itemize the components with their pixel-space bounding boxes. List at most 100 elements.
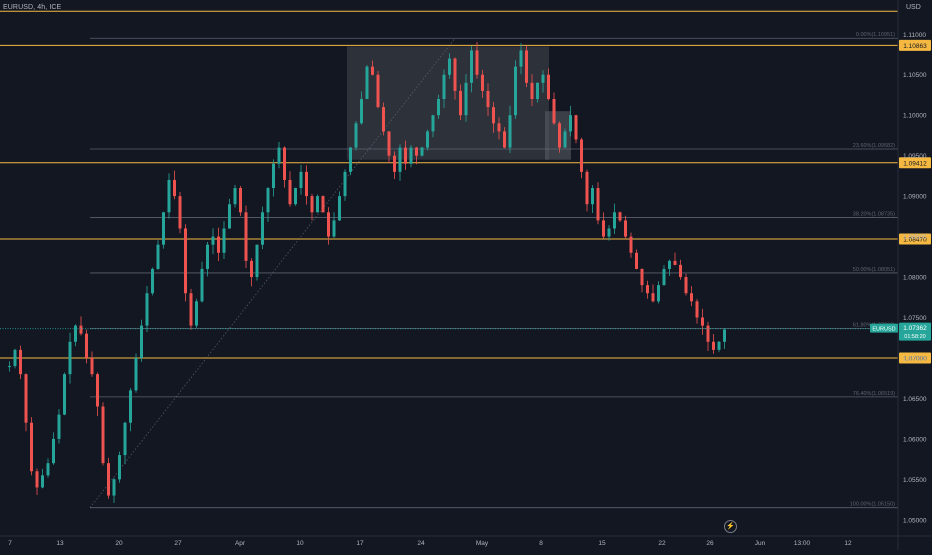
candle-down [387,131,391,156]
price-tick-label: 1.05000 [903,517,927,524]
candle-down [497,123,501,132]
fibonacci-retracement[interactable]: 0.00%(1.10951) 23.60%(1.09582) 38.20%(1.08… [89,32,898,509]
current-price-tag [899,322,931,341]
price-tick-label: 1.08500 [903,234,927,241]
candle-down [459,90,462,116]
candle-down [85,333,88,358]
candle-up [508,115,512,148]
price-tick-label: 1.09500 [903,153,927,160]
level-price-label: 1.09412 [903,160,927,167]
symbol-title: EURUSD, 4h, ICE [3,4,62,11]
currency-label: USD [906,4,921,11]
price-tick-label: 1.05500 [903,477,927,484]
level-price-tag [899,39,931,51]
time-tick-label: 27 [174,540,182,547]
price-tick-label: 1.07000 [903,355,927,362]
candle-up [68,341,72,375]
fib-level-label: 38.20%(1.08735) [853,212,895,218]
candle-down [244,212,248,261]
price-tick-label: 1.10500 [903,72,927,79]
candle-up [365,66,369,100]
candle-down [679,264,682,278]
candle-up [398,147,402,172]
candle-up [277,147,281,164]
symbol-tag-label: EURUSD [872,327,895,333]
candle-up [343,171,347,197]
candle-down [90,357,94,375]
candle-down [552,99,556,124]
candle-down [701,317,704,326]
candle-up [668,260,671,269]
candle-down [173,179,176,197]
fib-trend-line[interactable] [89,37,456,508]
level-price-label: 1.07000 [903,355,927,362]
candle-up [662,268,666,286]
candle-down [107,463,110,496]
level-price-label: 1.08470 [903,237,927,244]
candle-down [585,171,589,205]
level-price-tag [899,233,931,245]
candle-up [607,228,611,237]
time-tick-label: 22 [658,540,666,547]
candle-down [602,220,605,237]
candle-down [690,293,693,302]
candle-up [140,325,143,358]
candle-down [30,422,33,472]
time-tick-label: 13 [56,540,64,547]
time-tick-label: May [476,540,489,547]
time-tick-label: Apr [235,540,246,547]
fib-level-label: 23.60%(1.09582) [853,143,895,149]
candle-down [503,131,506,148]
candle-down [24,374,28,423]
fib-level-label: 100.00%(1.05150) [850,502,895,508]
time-axis[interactable]: 7 13 20 27 Apr 10 17 24 May 8 15 22 26 Jun 13:00 12 [0,535,932,547]
candle-up [41,475,44,488]
horizontal-levels[interactable]: 1.10863 1.09412 1.08470 1.07000 [0,10,931,364]
candle-down [596,188,600,221]
candle-up [145,293,149,326]
candles [8,41,726,504]
candle-up [233,188,237,205]
price-axis[interactable]: 1.11000 1.10500 1.10000 1.09500 1.09000 1.085… [897,0,927,550]
candle-up [448,58,451,75]
candle-down [35,471,39,488]
candle-up [134,357,138,391]
candle-down [404,147,407,164]
candle-up [162,212,165,245]
candle-up [266,188,270,213]
candle-down [651,293,655,302]
candle-up [13,349,17,367]
candle-up [464,82,468,116]
price-tick-label: 1.08000 [903,275,927,282]
time-tick-label: 26 [706,540,714,547]
candle-up [591,188,594,205]
fib-level-label: 76.40%(1.06519) [853,391,895,397]
candle-up [431,115,435,132]
price-tick-label: 1.11000 [903,32,926,39]
candle-up [118,455,121,480]
price-tick-label: 1.09000 [903,194,927,201]
candle-down [382,107,385,132]
candle-down [327,212,330,237]
current-price-label: 1.07362 [903,325,927,332]
price-tick-label: 1.06000 [903,436,927,443]
candle-down [695,301,699,318]
countdown-label: 01:58:20 [904,334,925,340]
candle-down [184,228,187,294]
lightning-icon[interactable]: ⚡ [724,520,737,533]
candle-down [19,349,22,375]
candle-up [409,147,413,164]
time-tick-label: 10 [296,540,304,547]
candle-down [321,196,325,213]
candle-down [635,252,638,269]
candle-up [613,212,616,229]
candle-down [684,277,688,294]
current-price-marker: EURUSD 1.07362 01:58:20 [0,322,931,341]
candle-down [239,188,242,213]
candle-down [574,115,578,140]
candle-up [195,301,198,326]
time-tick-label: 20 [115,540,123,547]
price-tick-label: 1.07500 [903,315,927,322]
